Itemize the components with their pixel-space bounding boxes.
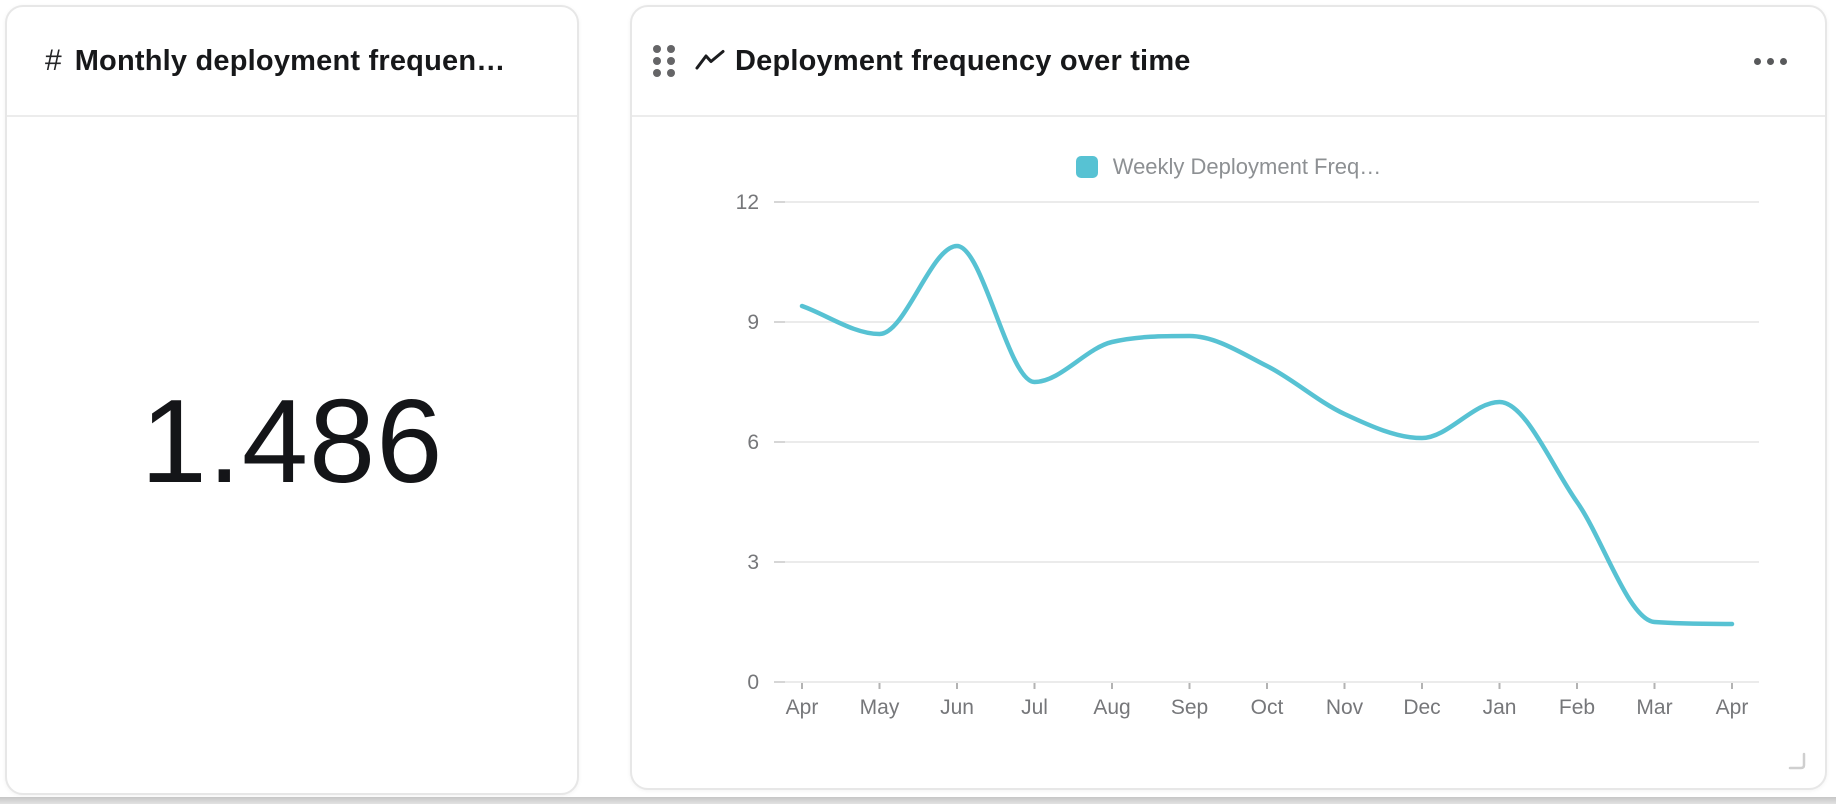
metric-widget-header: # Monthly deployment frequen… <box>7 7 577 117</box>
chart-area: Weekly Deployment Freq… 0 3 6 9 12 Apr May Jun J… <box>632 119 1825 788</box>
metric-value: 1.486 <box>140 374 444 508</box>
chart-widget-card: Deployment frequency over time Weekly De… <box>630 5 1827 790</box>
x-tick-label: Apr <box>1716 696 1749 719</box>
x-tick-label: Nov <box>1326 696 1364 719</box>
metric-widget-title: Monthly deployment frequen… <box>74 44 506 77</box>
metric-widget-card: # Monthly deployment frequen… 1.486 <box>5 5 579 795</box>
y-tick-label: 9 <box>747 311 759 334</box>
y-tick-label: 12 <box>736 191 759 214</box>
x-tick-label: Aug <box>1093 696 1130 719</box>
metric-body: 1.486 <box>7 119 577 793</box>
series-line <box>799 243 1735 627</box>
x-tick-label: Oct <box>1251 696 1284 719</box>
x-tick-label: Jun <box>940 696 974 719</box>
y-tick-label: 6 <box>747 431 759 454</box>
trend-line-icon <box>695 49 725 73</box>
x-tick-label: Sep <box>1171 696 1208 719</box>
x-tick-label: Jan <box>1483 696 1517 719</box>
x-tick-label: Jul <box>1021 696 1048 719</box>
chart-svg[interactable]: 0 3 6 9 12 Apr May Jun Jul Aug Sep Oct Nov Dec Jan Feb M… <box>632 7 1825 788</box>
x-tick-label: Mar <box>1636 696 1672 719</box>
next-row-widgets-edge <box>0 797 1836 804</box>
chart-legend[interactable]: Weekly Deployment Freq… <box>632 154 1825 180</box>
chart-widget-header: Deployment frequency over time <box>632 7 1825 117</box>
resize-grip-icon[interactable] <box>1787 751 1807 776</box>
widget-menu-button[interactable] <box>1750 48 1791 75</box>
y-tick-label: 3 <box>747 551 759 574</box>
legend-swatch <box>1075 156 1098 178</box>
x-tick-label: Apr <box>786 696 819 719</box>
legend-label: Weekly Deployment Freq… <box>1112 154 1382 179</box>
x-tick-label: Feb <box>1559 696 1595 719</box>
y-tick-label: 0 <box>747 671 759 694</box>
drag-handle-icon[interactable] <box>647 39 681 83</box>
x-tick-label: May <box>860 696 900 719</box>
x-tick-label: Dec <box>1403 696 1440 719</box>
ellipsis-icon <box>1754 57 1761 65</box>
hash-icon: # <box>45 44 62 77</box>
